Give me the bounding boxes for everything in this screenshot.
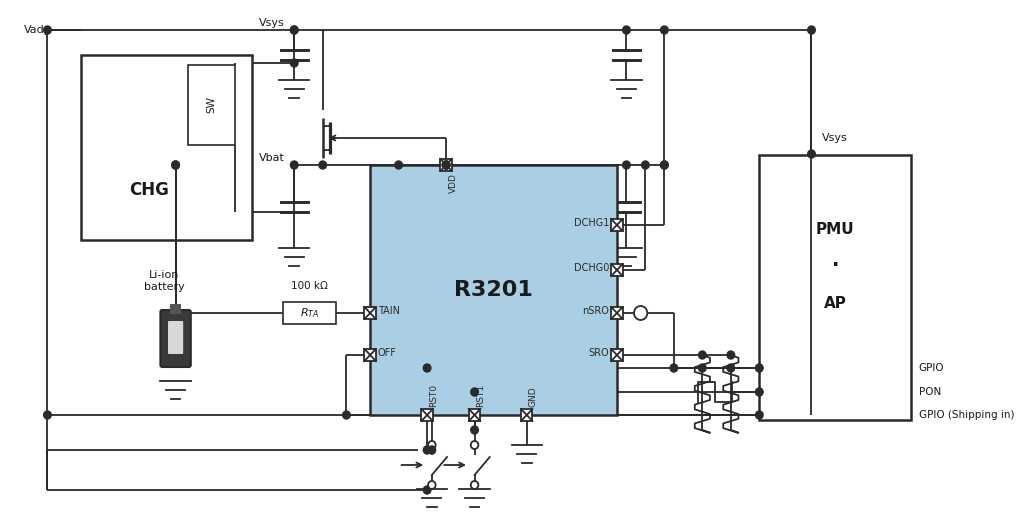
Text: AP: AP	[823, 295, 847, 310]
Circle shape	[756, 388, 763, 396]
Circle shape	[172, 161, 179, 169]
Text: PON: PON	[919, 387, 941, 397]
Text: Vsys: Vsys	[259, 18, 285, 28]
Text: SW: SW	[207, 97, 217, 114]
Bar	[170, 304, 181, 314]
Circle shape	[172, 161, 179, 169]
Circle shape	[670, 364, 678, 372]
Circle shape	[660, 26, 669, 34]
Text: Li-ion
battery: Li-ion battery	[143, 270, 184, 292]
Circle shape	[698, 364, 707, 372]
Circle shape	[642, 161, 649, 169]
Circle shape	[291, 26, 298, 34]
Text: DCHG0: DCHG0	[574, 263, 609, 273]
Circle shape	[428, 441, 435, 449]
Text: OFF: OFF	[378, 348, 396, 358]
Text: Vadp: Vadp	[24, 25, 51, 35]
Circle shape	[756, 364, 763, 372]
Text: DCHG1: DCHG1	[574, 218, 609, 228]
Circle shape	[727, 364, 734, 372]
Circle shape	[623, 26, 630, 34]
Bar	[365, 349, 376, 361]
Circle shape	[44, 26, 51, 34]
Circle shape	[698, 351, 707, 359]
Circle shape	[471, 441, 478, 449]
Bar	[422, 409, 433, 421]
Text: Vbat: Vbat	[259, 153, 285, 163]
Bar	[283, 302, 336, 324]
Circle shape	[318, 161, 327, 169]
Bar	[469, 409, 480, 421]
Text: Vsys: Vsys	[822, 133, 848, 143]
Circle shape	[660, 161, 669, 169]
Circle shape	[428, 481, 435, 489]
Text: PMU: PMU	[816, 223, 855, 238]
Circle shape	[471, 481, 478, 489]
Text: RST1: RST1	[476, 384, 485, 407]
Text: ·: ·	[831, 255, 839, 274]
Bar	[81, 55, 252, 240]
Circle shape	[442, 161, 450, 169]
Circle shape	[291, 161, 298, 169]
Circle shape	[808, 26, 815, 34]
Bar	[611, 307, 623, 319]
Circle shape	[808, 150, 815, 158]
Circle shape	[423, 486, 431, 494]
Bar	[611, 264, 623, 276]
Circle shape	[423, 364, 431, 372]
Circle shape	[727, 351, 734, 359]
Bar	[760, 155, 911, 420]
Text: GPIO: GPIO	[919, 363, 944, 373]
Bar	[440, 159, 452, 171]
Text: TAIN: TAIN	[378, 306, 399, 316]
Circle shape	[428, 446, 435, 454]
Text: 100 kΩ: 100 kΩ	[291, 281, 328, 291]
Text: GPIO (Shipping in): GPIO (Shipping in)	[919, 410, 1014, 420]
FancyBboxPatch shape	[161, 310, 190, 367]
Bar	[521, 409, 532, 421]
Circle shape	[660, 161, 669, 169]
Bar	[370, 165, 616, 415]
Circle shape	[291, 59, 298, 67]
Text: nSRO: nSRO	[583, 306, 609, 316]
Text: R3201: R3201	[454, 280, 532, 300]
Bar	[188, 65, 236, 145]
Circle shape	[343, 411, 350, 419]
Circle shape	[471, 426, 478, 434]
Text: $R_{TA}$: $R_{TA}$	[300, 306, 319, 320]
Circle shape	[395, 161, 402, 169]
Circle shape	[442, 161, 450, 169]
Bar	[365, 307, 376, 319]
Bar	[611, 349, 623, 361]
Text: SRO: SRO	[589, 348, 609, 358]
Circle shape	[291, 26, 298, 34]
Text: VDD: VDD	[449, 173, 458, 193]
Circle shape	[634, 306, 647, 320]
Circle shape	[471, 388, 478, 396]
Bar	[611, 219, 623, 231]
Circle shape	[442, 161, 450, 169]
Circle shape	[423, 446, 431, 454]
Circle shape	[44, 411, 51, 419]
Circle shape	[756, 411, 763, 419]
Text: RST0: RST0	[429, 384, 438, 407]
Circle shape	[623, 161, 630, 169]
Text: GND: GND	[528, 387, 538, 407]
Text: CHG: CHG	[129, 181, 169, 199]
FancyBboxPatch shape	[168, 321, 183, 354]
